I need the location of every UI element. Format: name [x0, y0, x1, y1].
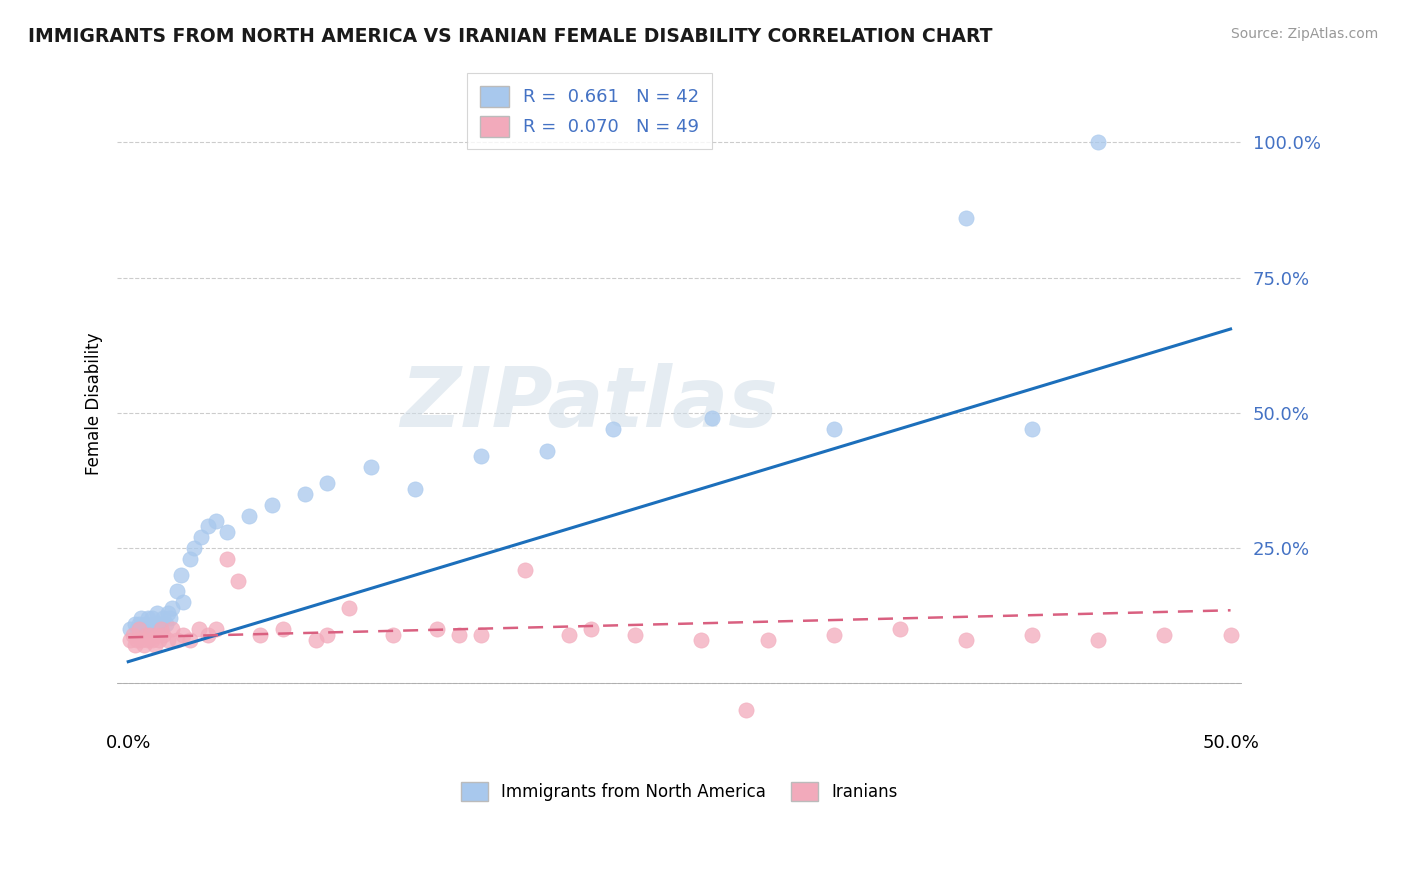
- Point: [304, 633, 326, 648]
- Point: [155, 616, 177, 631]
- Point: [125, 633, 148, 648]
- Point: [217, 524, 239, 539]
- Point: [179, 552, 201, 566]
- Point: [156, 606, 179, 620]
- Point: [131, 611, 153, 625]
- Point: [135, 616, 157, 631]
- Point: [249, 627, 271, 641]
- Point: [238, 508, 260, 523]
- Point: [166, 633, 188, 648]
- Point: [170, 568, 193, 582]
- Point: [120, 622, 142, 636]
- Point: [136, 633, 159, 648]
- Text: ZIPatlas: ZIPatlas: [401, 363, 779, 444]
- Point: [536, 443, 558, 458]
- Text: IMMIGRANTS FROM NORTH AMERICA VS IRANIAN FEMALE DISABILITY CORRELATION CHART: IMMIGRANTS FROM NORTH AMERICA VS IRANIAN…: [28, 27, 993, 45]
- Point: [183, 541, 205, 555]
- Point: [139, 622, 162, 636]
- Point: [121, 627, 143, 641]
- Point: [156, 633, 179, 648]
- Point: [690, 633, 713, 648]
- Point: [187, 622, 209, 636]
- Point: [159, 611, 181, 625]
- Point: [141, 633, 163, 648]
- Point: [205, 514, 228, 528]
- Point: [139, 627, 162, 641]
- Point: [128, 622, 150, 636]
- Point: [148, 616, 170, 631]
- Point: [228, 574, 250, 588]
- Point: [141, 611, 163, 625]
- Point: [146, 627, 169, 641]
- Y-axis label: Female Disability: Female Disability: [86, 332, 103, 475]
- Point: [294, 487, 316, 501]
- Point: [624, 627, 647, 641]
- Point: [823, 627, 845, 641]
- Point: [1087, 136, 1109, 150]
- Point: [602, 422, 624, 436]
- Point: [135, 627, 157, 641]
- Point: [756, 633, 779, 648]
- Point: [190, 530, 212, 544]
- Point: [470, 449, 492, 463]
- Point: [172, 595, 194, 609]
- Point: [1087, 633, 1109, 648]
- Point: [315, 627, 337, 641]
- Point: [179, 633, 201, 648]
- Point: [150, 622, 173, 636]
- Point: [172, 627, 194, 641]
- Point: [447, 627, 470, 641]
- Point: [162, 600, 184, 615]
- Point: [131, 633, 153, 648]
- Point: [162, 622, 184, 636]
- Point: [136, 611, 159, 625]
- Point: [125, 622, 148, 636]
- Point: [150, 622, 173, 636]
- Legend: Immigrants from North America, Iranians: Immigrants from North America, Iranians: [450, 770, 910, 813]
- Point: [381, 627, 404, 641]
- Point: [132, 622, 155, 636]
- Point: [337, 600, 360, 615]
- Point: [579, 622, 602, 636]
- Point: [702, 411, 724, 425]
- Point: [1021, 422, 1043, 436]
- Point: [1219, 627, 1241, 641]
- Point: [470, 627, 492, 641]
- Point: [558, 627, 581, 641]
- Point: [124, 639, 146, 653]
- Point: [823, 422, 845, 436]
- Point: [734, 703, 756, 717]
- Point: [166, 584, 188, 599]
- Point: [426, 622, 449, 636]
- Point: [148, 633, 170, 648]
- Point: [205, 622, 228, 636]
- Point: [143, 639, 166, 653]
- Point: [143, 616, 166, 631]
- Point: [197, 519, 219, 533]
- Point: [955, 633, 977, 648]
- Text: Source: ZipAtlas.com: Source: ZipAtlas.com: [1230, 27, 1378, 41]
- Point: [1153, 627, 1175, 641]
- Point: [1021, 627, 1043, 641]
- Point: [146, 606, 169, 620]
- Point: [271, 622, 294, 636]
- Point: [260, 498, 283, 512]
- Point: [889, 622, 911, 636]
- Point: [124, 616, 146, 631]
- Point: [404, 482, 426, 496]
- Point: [197, 627, 219, 641]
- Point: [217, 552, 239, 566]
- Point: [120, 633, 142, 648]
- Point: [132, 639, 155, 653]
- Point: [152, 627, 174, 641]
- Point: [128, 616, 150, 631]
- Point: [513, 563, 536, 577]
- Point: [315, 476, 337, 491]
- Point: [955, 211, 977, 225]
- Point: [360, 459, 382, 474]
- Point: [152, 611, 174, 625]
